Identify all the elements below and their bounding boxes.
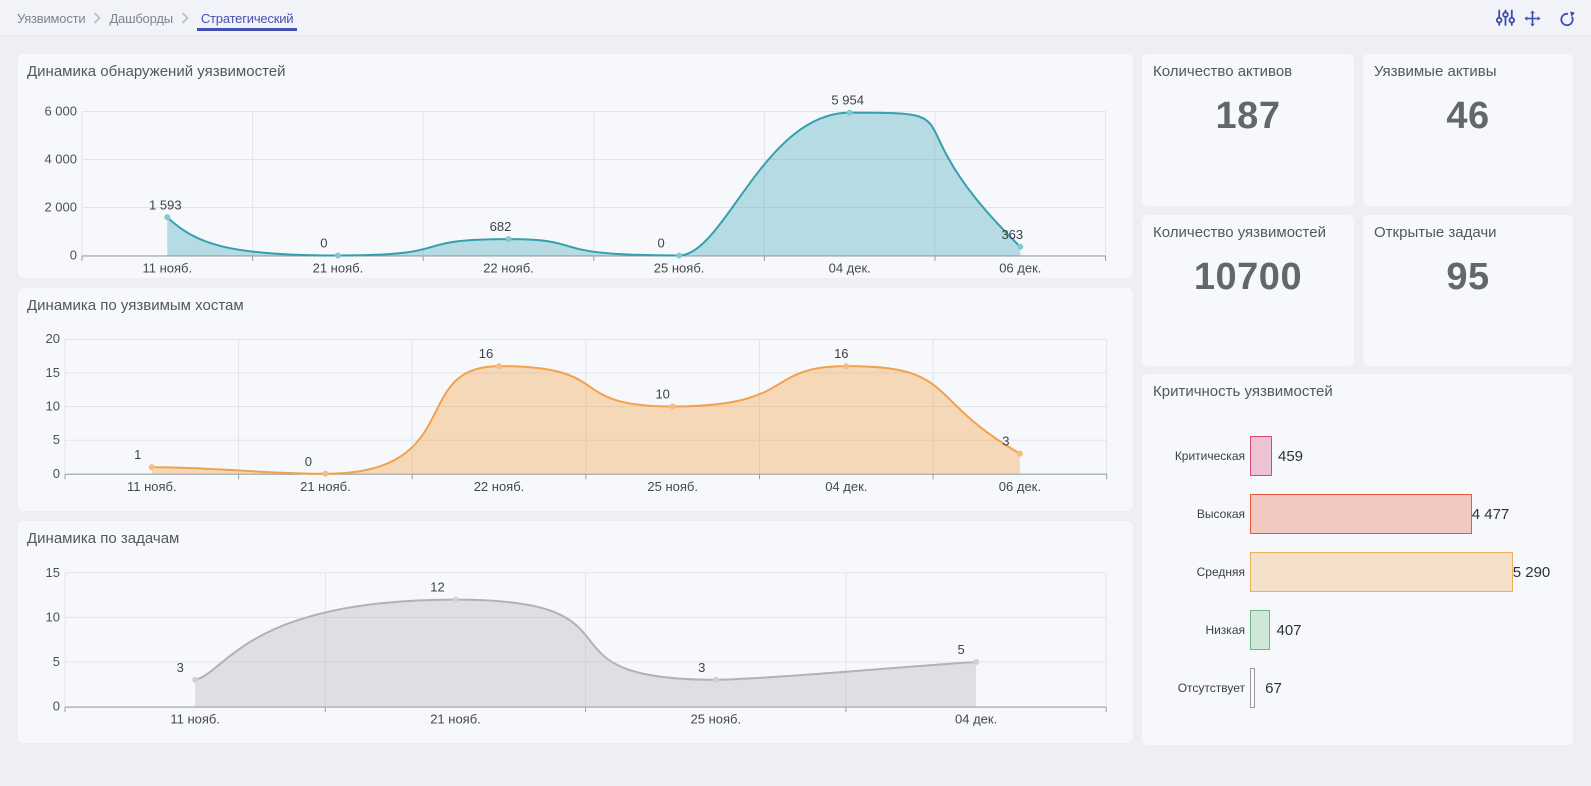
svg-text:6 000: 6 000 <box>44 104 77 119</box>
svg-text:0: 0 <box>53 466 60 481</box>
svg-text:12: 12 <box>430 580 444 595</box>
svg-text:22 нояб.: 22 нояб. <box>483 261 534 276</box>
svg-text:11 нояб.: 11 нояб. <box>142 261 192 276</box>
svg-text:21 нояб.: 21 нояб. <box>430 712 481 727</box>
svg-text:2 000: 2 000 <box>44 200 77 215</box>
svg-text:04 дек.: 04 дек. <box>955 712 997 727</box>
svg-text:11 нояб.: 11 нояб. <box>127 479 177 494</box>
svg-text:20: 20 <box>46 331 60 346</box>
svg-text:10: 10 <box>46 609 60 624</box>
svg-text:5: 5 <box>53 654 60 669</box>
svg-text:06 дек.: 06 дек. <box>999 261 1041 276</box>
svg-text:1 593: 1 593 <box>149 197 182 212</box>
svg-text:15: 15 <box>46 365 60 380</box>
svg-text:0: 0 <box>305 454 312 469</box>
svg-text:22 нояб.: 22 нояб. <box>474 479 525 494</box>
svg-text:5: 5 <box>53 432 60 447</box>
svg-text:3: 3 <box>698 660 705 675</box>
svg-text:11 нояб.: 11 нояб. <box>170 712 220 727</box>
svg-text:21 нояб.: 21 нояб. <box>313 261 364 276</box>
svg-text:04 дек.: 04 дек. <box>825 479 867 494</box>
svg-text:21 нояб.: 21 нояб. <box>300 479 351 494</box>
svg-text:25 нояб.: 25 нояб. <box>654 261 705 276</box>
svg-text:15: 15 <box>46 565 60 580</box>
svg-text:0: 0 <box>657 236 664 251</box>
svg-text:682: 682 <box>490 219 512 234</box>
svg-text:16: 16 <box>479 346 493 361</box>
svg-text:3: 3 <box>177 660 184 675</box>
svg-text:1: 1 <box>134 447 141 462</box>
svg-text:0: 0 <box>53 699 60 714</box>
svg-text:10: 10 <box>655 387 669 402</box>
svg-text:5: 5 <box>957 642 964 657</box>
svg-text:5 954: 5 954 <box>831 93 864 108</box>
svg-text:25 нояб.: 25 нояб. <box>691 712 742 727</box>
svg-text:0: 0 <box>320 236 327 251</box>
svg-text:16: 16 <box>834 346 848 361</box>
svg-text:363: 363 <box>1001 227 1023 242</box>
svg-text:10: 10 <box>46 399 60 414</box>
svg-text:3: 3 <box>1002 434 1009 449</box>
svg-text:06 дек.: 06 дек. <box>999 479 1041 494</box>
svg-text:0: 0 <box>70 248 77 263</box>
svg-text:25 нояб.: 25 нояб. <box>647 479 698 494</box>
svg-text:04 дек.: 04 дек. <box>829 261 871 276</box>
svg-text:4 000: 4 000 <box>44 152 77 167</box>
